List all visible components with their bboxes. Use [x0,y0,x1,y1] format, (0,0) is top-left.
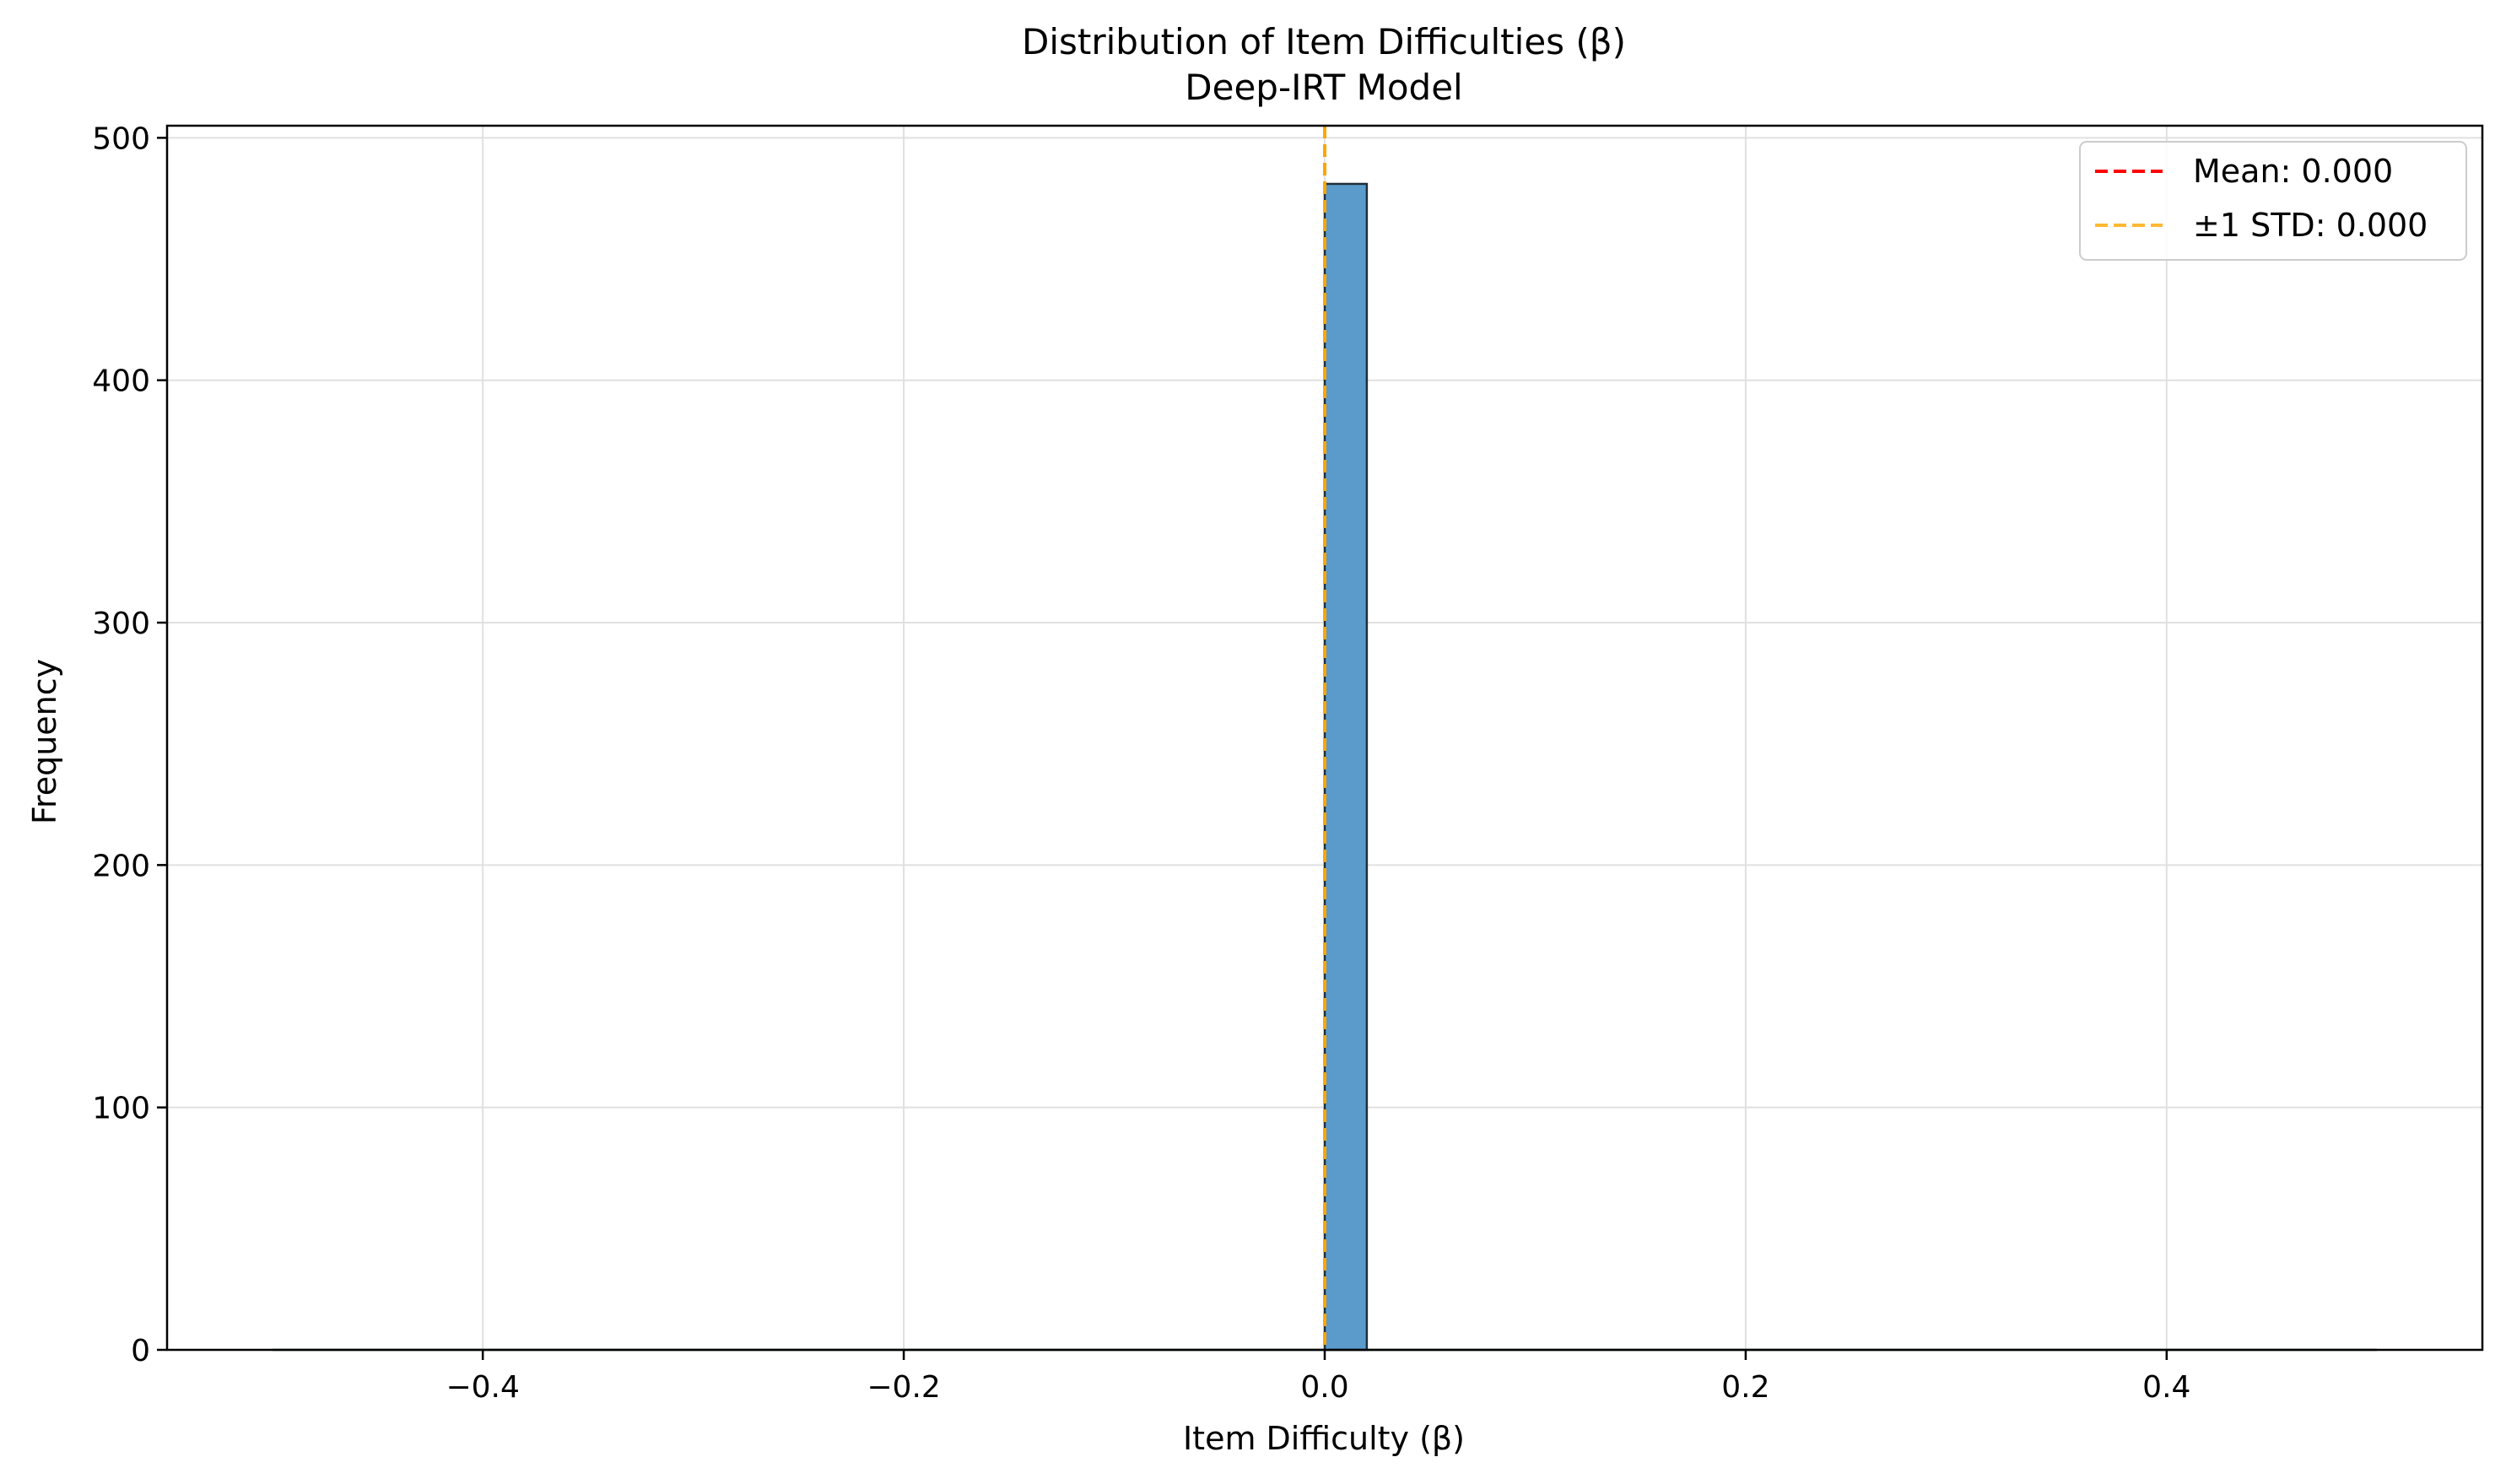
y-axis-label: Frequency [26,659,63,824]
x-tick-label-0: −0.4 [446,1370,519,1405]
legend-std-label: ±1 STD: 0.000 [2193,207,2428,244]
x-tick-label-1: −0.2 [867,1370,940,1405]
y-tick-label-1: 100 [92,1092,150,1126]
legend: Mean: 0.000 ±1 STD: 0.000 [2079,141,2467,261]
chart-subtitle: Deep-IRT Model [1185,67,1462,108]
x-tick-label-2: 0.0 [1300,1370,1348,1405]
x-axis-label: Item Difficulty (β) [1183,1420,1465,1457]
x-tick-label-4: 0.4 [2142,1370,2190,1405]
y-tick-label-0: 0 [131,1334,150,1368]
chart-title: Distribution of Item Difficulties (β) [1022,21,1626,62]
legend-mean-label: Mean: 0.000 [2193,153,2393,190]
x-axis-ticks: −0.4 −0.2 0.0 0.2 0.4 [446,1350,2190,1405]
x-tick-label-3: 0.2 [1721,1370,1769,1405]
y-axis-ticks: 0 100 200 300 400 500 [92,121,167,1368]
y-tick-label-2: 200 [92,849,150,883]
y-tick-label-4: 400 [92,364,150,399]
y-tick-label-3: 300 [92,607,150,641]
legend-box [2079,141,2467,261]
y-tick-label-5: 500 [92,121,150,156]
histogram-bar-0 [1323,182,1369,1352]
